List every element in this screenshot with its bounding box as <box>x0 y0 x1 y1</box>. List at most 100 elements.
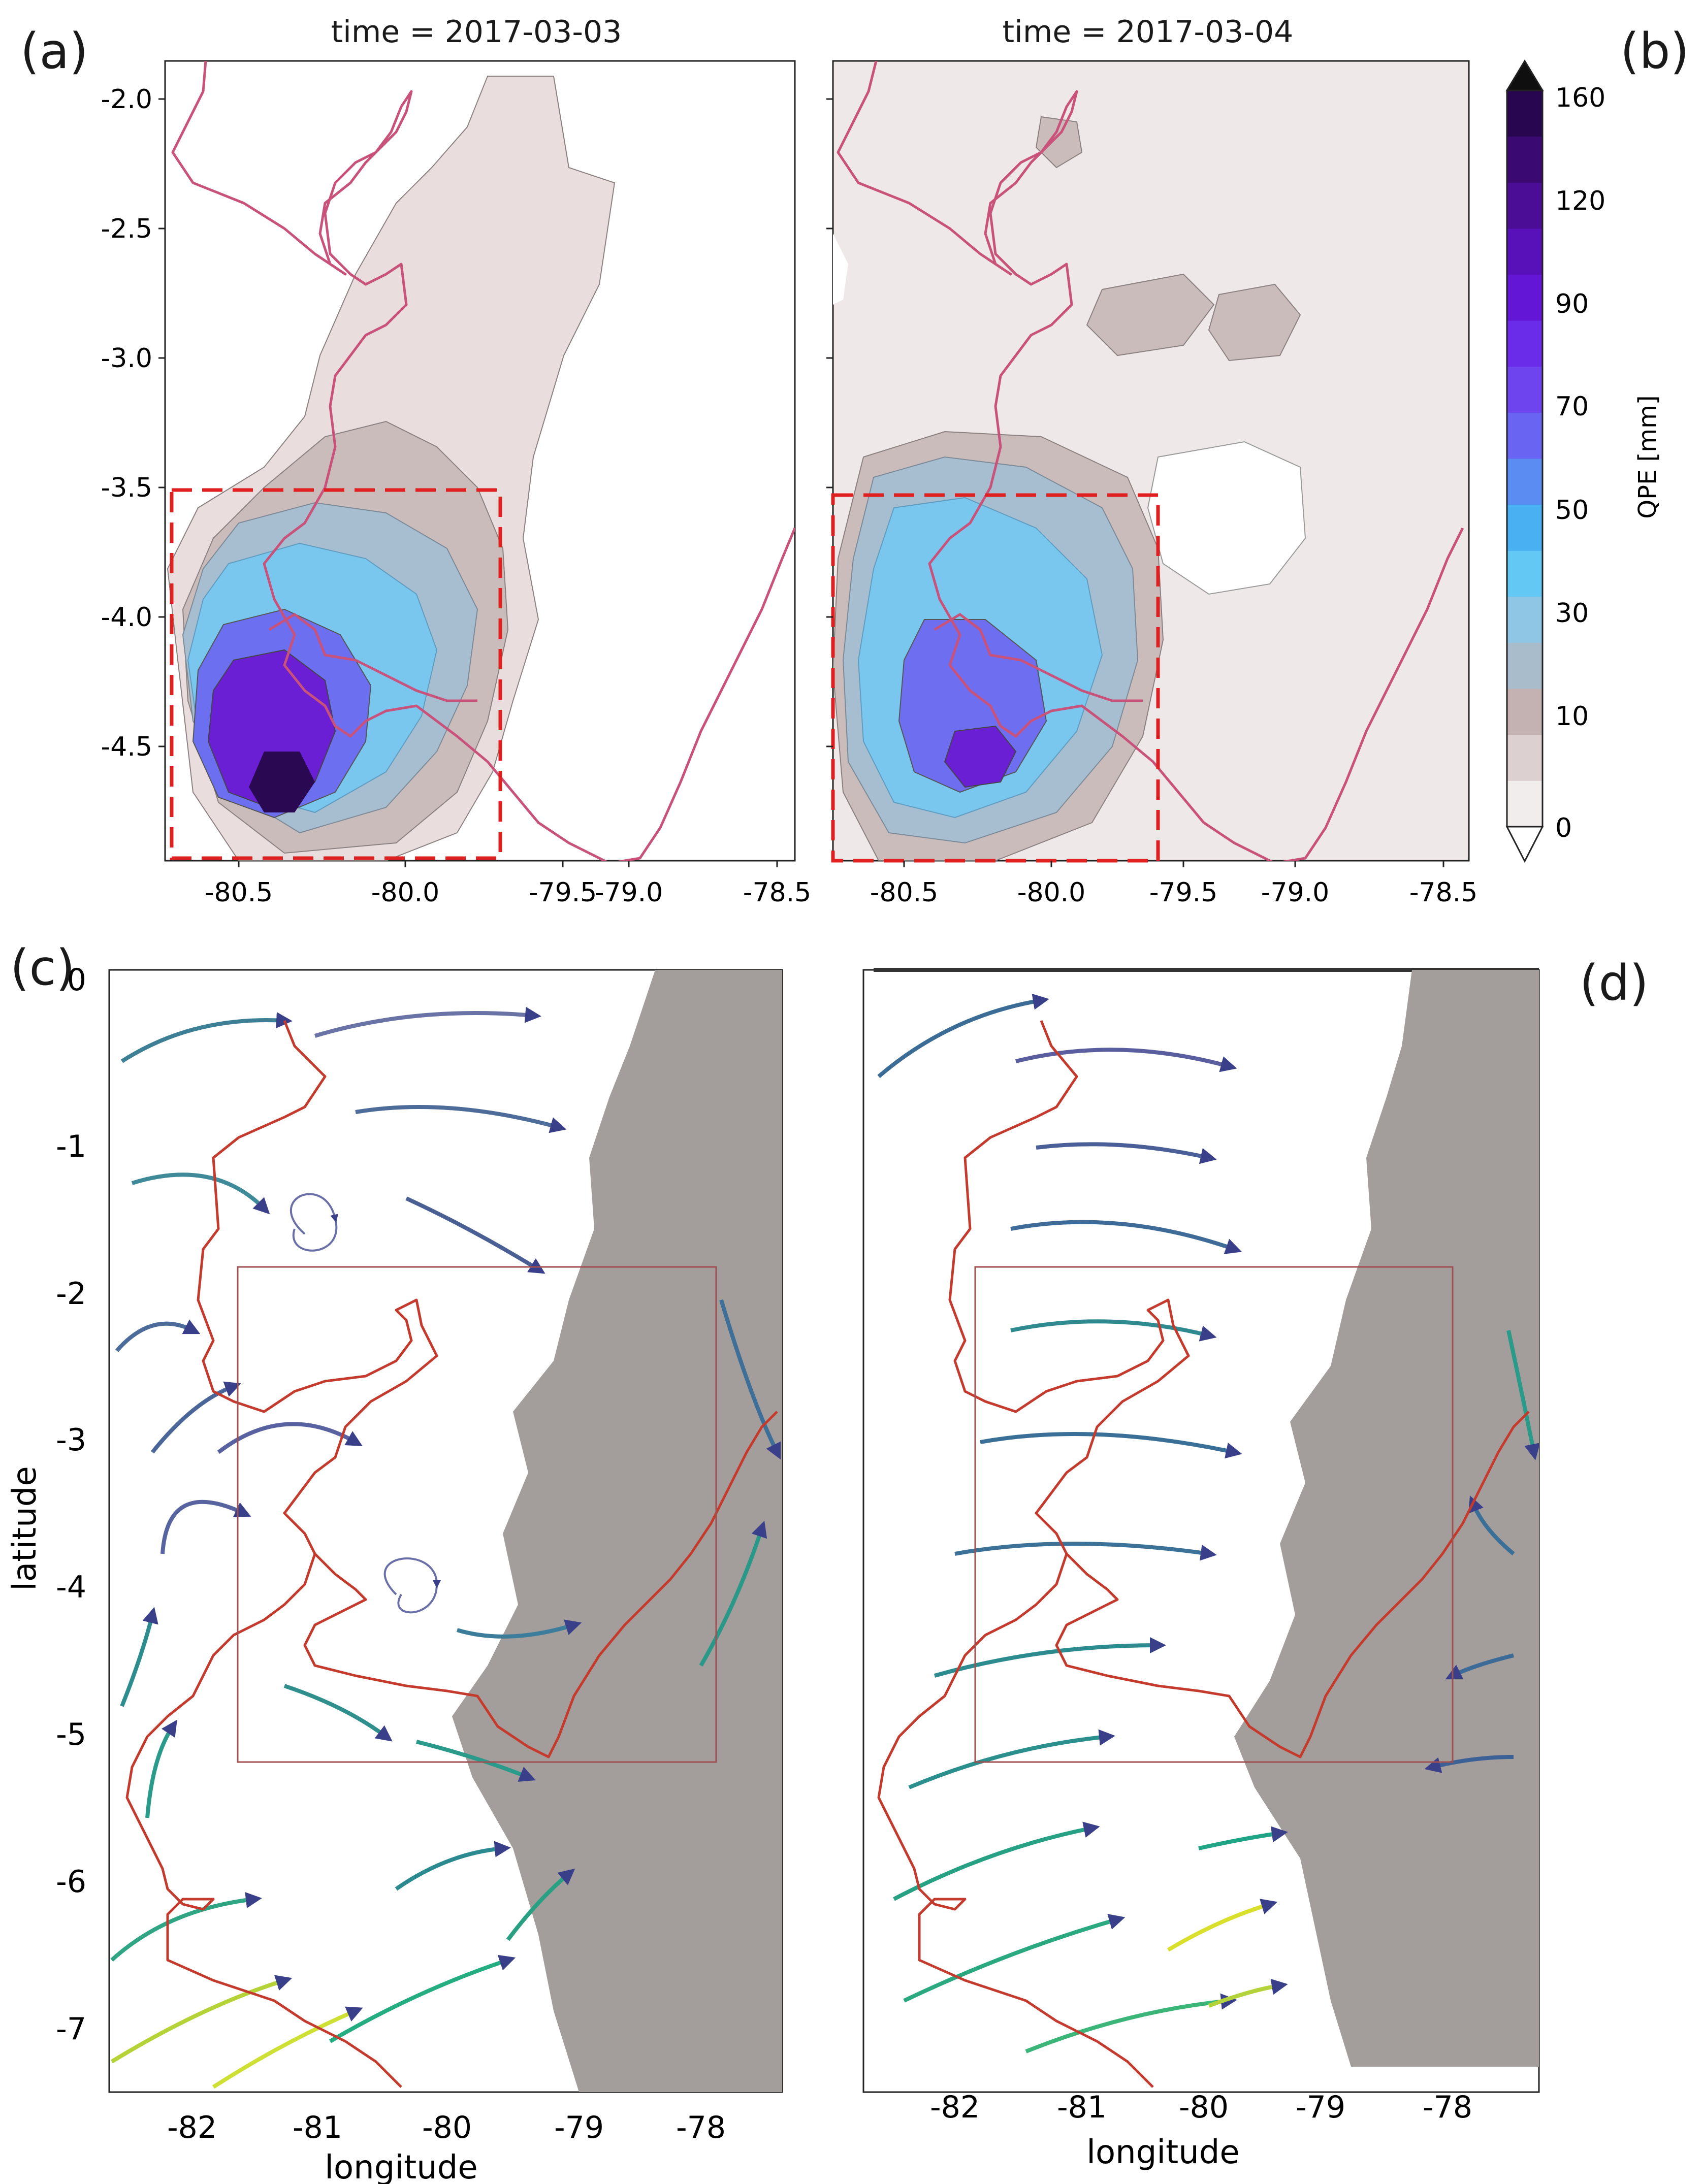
lon-tick-d-2: -80 <box>1179 2090 1229 2125</box>
x-tick-b-1: -80.0 <box>1017 877 1086 908</box>
lat-tick-7: -7 <box>56 2011 86 2047</box>
wind-figure: 0 -1 -2 -3 -4 -5 -6 -7 latitude -82 -81 … <box>6 962 1540 2184</box>
terrain-c <box>452 970 782 2092</box>
lat-tick-2: -2 <box>56 1276 86 1312</box>
lon-tick-c-3: -79 <box>554 2110 604 2145</box>
lat-tick-0: 0 <box>67 962 86 998</box>
x-tick-b-3: -79.0 <box>1261 877 1330 908</box>
colorbar-extend-min <box>1505 826 1544 863</box>
panel-c-label: (c) <box>10 939 75 996</box>
colorbar: 160 120 90 70 50 30 10 0 QPE [mm] <box>1505 59 1662 863</box>
lon-tick-c-2: -80 <box>422 2110 472 2145</box>
lon-tick-c-0: -82 <box>167 2110 217 2145</box>
terrain-d <box>1234 970 1539 2067</box>
lat-tick-3: -3 <box>56 1422 86 1458</box>
colorbar-segment <box>1507 734 1543 781</box>
qpe-patch-2 <box>1086 273 1215 356</box>
lon-tick-c-4: -78 <box>676 2110 726 2145</box>
focus-box-b <box>831 493 1160 863</box>
cbar-tick-6: 10 <box>1555 701 1589 732</box>
bottom-y-axis: 0 -1 -2 -3 -4 -5 -6 -7 latitude <box>6 962 86 2047</box>
colorbar-segment <box>1507 320 1543 367</box>
panel-b-label: (b) <box>1620 23 1689 80</box>
coastline-c <box>125 1020 438 2088</box>
cbar-tick-5: 30 <box>1555 598 1589 629</box>
bottom-x-axis-c: -82 -81 -80 -79 -78 longitude <box>167 2110 726 2184</box>
top-y-axis-a: -2.0 -2.5 -3.0 -3.5 -4.0 -4.5 <box>101 84 165 762</box>
lon-tick-d-0: -82 <box>930 2090 980 2125</box>
streamlines-c <box>110 1006 781 2089</box>
qpe-figure: -2.0 -2.5 -3.0 -3.5 -4.0 -4.5 -80.5 -80.… <box>101 59 1662 908</box>
lat-tick-1: -1 <box>56 1129 86 1164</box>
cbar-tick-4: 50 <box>1555 495 1589 526</box>
colorbar-segments <box>1507 90 1543 827</box>
colorbar-segment <box>1507 228 1543 275</box>
colorbar-segment <box>1507 642 1543 689</box>
colorbar-segment <box>1507 550 1543 597</box>
colorbar-segment <box>1507 90 1543 137</box>
qpe-clear-area-2 <box>833 234 848 305</box>
colorbar-segment <box>1507 274 1543 321</box>
streamlines-d <box>877 993 1539 2053</box>
lon-tick-d-1: -81 <box>1057 2090 1107 2125</box>
map-b <box>831 60 1470 863</box>
top-x-axis-b: -80.5 -80.0 -79.5 -79.0 -78.5 <box>870 861 1478 908</box>
colorbar-segment <box>1507 412 1543 459</box>
y-tick-a-3: -3.5 <box>101 473 152 503</box>
coastline-b <box>837 61 1464 861</box>
map-c <box>108 969 783 2093</box>
x-tick-a-1: -80.0 <box>371 877 440 908</box>
coastline-c-gulf <box>303 1411 778 1758</box>
colorbar-segment <box>1507 366 1543 413</box>
y-tick-a-5: -4.5 <box>101 732 152 762</box>
domain-box-d <box>974 1266 1454 1763</box>
colorbar-segment <box>1507 689 1543 735</box>
coastline-d-gulf <box>1055 1411 1530 1758</box>
colorbar-segment <box>1507 780 1543 827</box>
cbar-tick-1: 120 <box>1555 186 1605 216</box>
x-tick-a-2: -79.5 <box>529 877 597 908</box>
colorbar-segment <box>1507 182 1543 229</box>
cbar-tick-0: 160 <box>1555 83 1605 113</box>
map-a <box>164 60 796 862</box>
lon-tick-d-3: -79 <box>1296 2090 1345 2125</box>
lon-tick-d-4: -78 <box>1423 2090 1472 2125</box>
map-d <box>862 968 1540 2093</box>
panel-b-title: time = 2017-03-04 <box>1002 14 1294 50</box>
y-axis-label: latitude <box>6 1466 44 1591</box>
x-tick-b-4: -78.5 <box>1409 877 1478 908</box>
coastline-a-river <box>268 612 477 702</box>
y-tick-a-0: -2.0 <box>101 84 152 115</box>
coastline-d <box>877 1020 1190 2088</box>
colorbar-segment <box>1507 504 1543 551</box>
lat-tick-4: -4 <box>56 1570 86 1605</box>
x-tick-a-4: -78.5 <box>743 877 812 908</box>
panel-a-title: time = 2017-03-03 <box>331 14 622 50</box>
coastline-a <box>171 61 795 861</box>
cbar-tick-2: 90 <box>1555 289 1589 319</box>
x-axis-label-c: longitude <box>325 2149 478 2184</box>
y-tick-a-1: -2.5 <box>101 214 152 244</box>
qpe-area-70-120-b <box>944 725 1017 788</box>
lat-tick-6: -6 <box>56 1864 86 1900</box>
colorbar-segment <box>1507 136 1543 183</box>
y-tick-a-2: -3.0 <box>101 343 152 374</box>
lat-tick-5: -5 <box>56 1717 86 1752</box>
top-x-axis-a: -80.5 -80.0 -79.5 -79.0 -78.5 <box>205 861 812 908</box>
focus-box-a <box>170 488 502 860</box>
panel-d-label: (d) <box>1580 955 1649 1012</box>
y-tick-a-4: -4.0 <box>101 602 152 633</box>
x-tick-b-0: -80.5 <box>870 877 939 908</box>
cbar-tick-3: 70 <box>1555 392 1589 422</box>
cbar-tick-7: 0 <box>1555 813 1572 843</box>
qpe-patch-1 <box>1035 116 1083 169</box>
colorbar-label: QPE [mm] <box>1633 395 1662 518</box>
colorbar-extend-max <box>1505 59 1544 91</box>
qpe-area-120-160 <box>249 752 315 812</box>
panel-a-label: (a) <box>20 23 88 80</box>
domain-box-c <box>237 1266 717 1763</box>
colorbar-segment <box>1507 459 1543 505</box>
colorbar-segment <box>1507 596 1543 643</box>
top-y-axis-b-ticks <box>826 98 833 747</box>
x-tick-a-3: -79.0 <box>595 877 663 908</box>
